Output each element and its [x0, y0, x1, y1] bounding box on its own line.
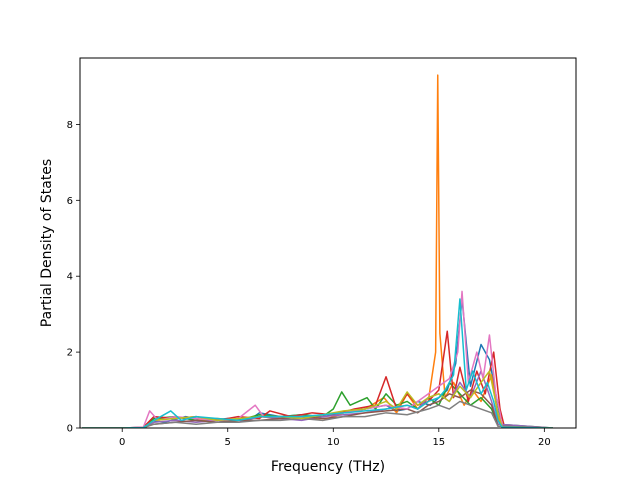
plot-frame	[79, 57, 577, 429]
y-tick-label: 0	[67, 424, 73, 435]
x-tick-label: 20	[538, 437, 551, 448]
series-layer	[82, 74, 553, 428]
y-axis-label: Partial Density of States	[39, 159, 55, 327]
x-tick-label: 5	[225, 437, 231, 448]
x-axis-ticks: 0 5 10 15 20	[119, 428, 551, 448]
x-tick-label: 15	[432, 437, 445, 448]
series-line-10	[82, 298, 553, 428]
series-line-8	[82, 400, 553, 428]
x-tick-label: 0	[119, 437, 125, 448]
x-tick-label: 10	[327, 437, 340, 448]
y-tick-label: 4	[67, 272, 73, 283]
x-axis-label: Frequency (THz)	[271, 459, 385, 475]
y-tick-label: 8	[67, 120, 73, 131]
y-tick-label: 6	[67, 196, 73, 207]
y-axis-ticks: 0 2 4 6 8	[67, 120, 80, 435]
series-line-9	[82, 370, 553, 428]
y-tick-label: 2	[67, 348, 73, 359]
